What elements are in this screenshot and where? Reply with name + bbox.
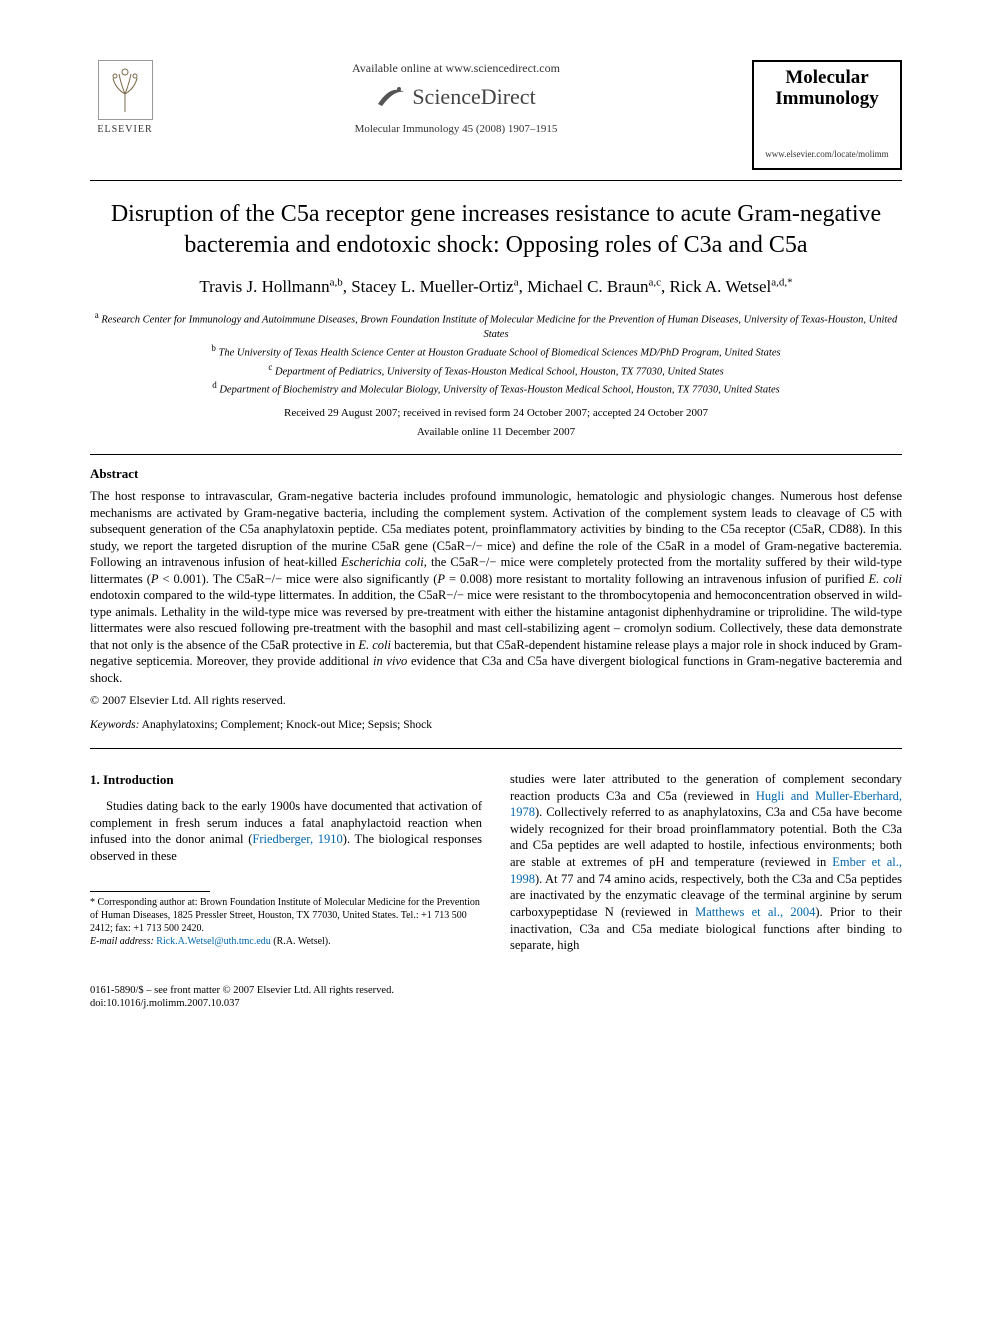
journal-name-line2: Immunology bbox=[760, 89, 894, 110]
history-dates-2: Available online 11 December 2007 bbox=[90, 425, 902, 440]
sciencedirect-logo: ScienceDirect bbox=[376, 82, 535, 112]
footnote-rule bbox=[90, 891, 210, 892]
doi-line: doi:10.1016/j.molimm.2007.10.037 bbox=[90, 997, 902, 1011]
front-matter-line: 0161-5890/$ – see front matter © 2007 El… bbox=[90, 984, 902, 998]
elsevier-logo: ELSEVIER bbox=[90, 60, 160, 137]
journal-url: www.elsevier.com/locate/molimm bbox=[760, 148, 894, 160]
section-1-heading: 1. Introduction bbox=[90, 771, 482, 788]
column-left: 1. Introduction Studies dating back to t… bbox=[90, 771, 482, 954]
journal-box-container: Molecular Immunology www.elsevier.com/lo… bbox=[752, 60, 902, 170]
email-footnote: E-mail address: Rick.A.Wetsel@uth.tmc.ed… bbox=[90, 935, 482, 948]
keywords-line: Keywords: Anaphylatoxins; Complement; Kn… bbox=[90, 718, 902, 734]
author-list: Travis J. Hollmanna,b, Stacey L. Mueller… bbox=[90, 275, 902, 299]
citation-line: Molecular Immunology 45 (2008) 1907–1915 bbox=[170, 122, 742, 137]
keywords-label: Keywords: bbox=[90, 719, 139, 731]
center-header: Available online at www.sciencedirect.co… bbox=[160, 60, 752, 137]
intro-para-left: Studies dating back to the early 1900s h… bbox=[90, 798, 482, 865]
abstract-top-rule bbox=[90, 454, 902, 455]
column-right: studies were later attributed to the gen… bbox=[510, 771, 902, 954]
header-rule bbox=[90, 180, 902, 181]
abstract-label: Abstract bbox=[90, 465, 902, 483]
journal-cover-box: Molecular Immunology www.elsevier.com/lo… bbox=[752, 60, 902, 170]
corresponding-author-footnote: * Corresponding author at: Brown Foundat… bbox=[90, 896, 482, 935]
abstract-bottom-rule bbox=[90, 748, 902, 749]
journal-header: ELSEVIER Available online at www.science… bbox=[90, 60, 902, 170]
corresponding-email-link[interactable]: Rick.A.Wetsel@uth.tmc.edu bbox=[156, 936, 271, 947]
affiliations: a Research Center for Immunology and Aut… bbox=[90, 309, 902, 398]
body-columns: 1. Introduction Studies dating back to t… bbox=[90, 771, 902, 954]
elsevier-label: ELSEVIER bbox=[97, 123, 152, 137]
sd-swoosh-icon bbox=[376, 82, 406, 112]
abstract-body: The host response to intravascular, Gram… bbox=[90, 488, 902, 686]
history-dates-1: Received 29 August 2007; received in rev… bbox=[90, 406, 902, 421]
available-online-text: Available online at www.sciencedirect.co… bbox=[170, 60, 742, 76]
abstract-copyright: © 2007 Elsevier Ltd. All rights reserved… bbox=[90, 692, 902, 708]
article-title: Disruption of the C5a receptor gene incr… bbox=[90, 199, 902, 261]
email-attribution: (R.A. Wetsel). bbox=[273, 936, 330, 947]
keywords-text: Anaphylatoxins; Complement; Knock-out Mi… bbox=[142, 719, 432, 731]
intro-para-right: studies were later attributed to the gen… bbox=[510, 771, 902, 954]
journal-name-line1: Molecular bbox=[760, 68, 894, 89]
elsevier-tree-icon bbox=[98, 60, 153, 120]
email-label: E-mail address: bbox=[90, 936, 154, 947]
sciencedirect-text: ScienceDirect bbox=[412, 82, 535, 112]
